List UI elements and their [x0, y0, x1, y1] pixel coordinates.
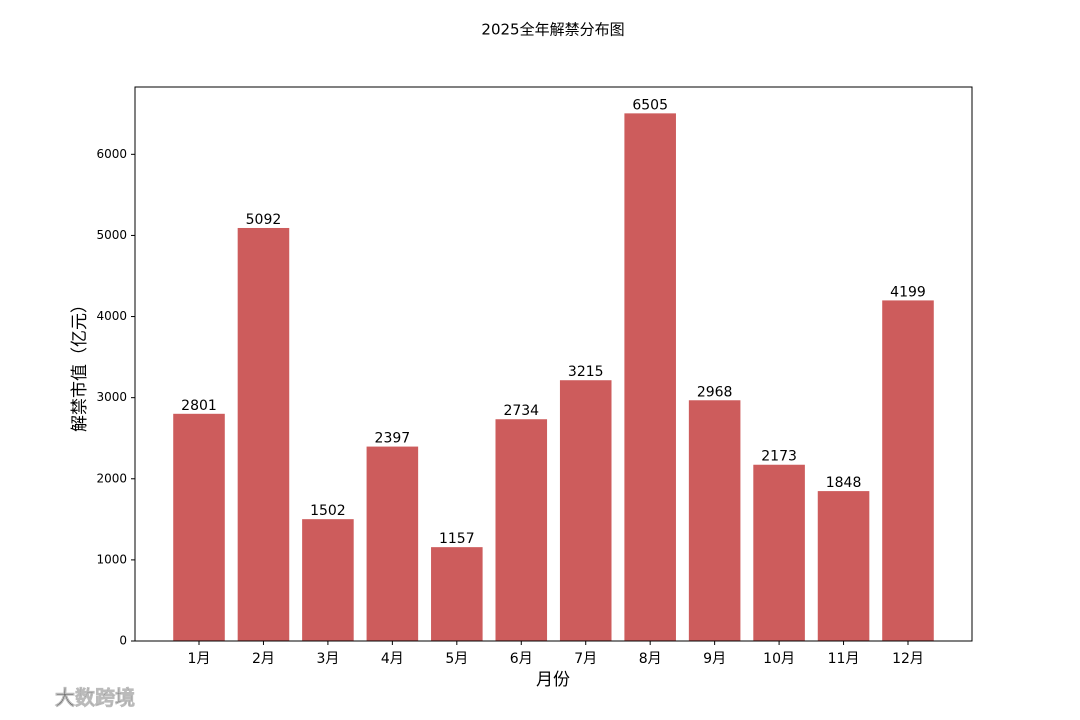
x-tick-label: 12月 — [892, 651, 924, 667]
x-tick-label: 10月 — [763, 651, 795, 667]
bar — [495, 419, 548, 641]
chart-title: 2025全年解禁分布图 — [481, 21, 624, 39]
value-label: 1502 — [310, 503, 346, 519]
bar — [431, 547, 483, 641]
bar — [302, 519, 354, 641]
value-label: 2801 — [181, 398, 217, 414]
watermark: 大数跨境 — [55, 686, 135, 710]
value-label: 6505 — [632, 97, 668, 113]
bar — [173, 413, 225, 641]
y-tick-label: 1000 — [96, 552, 127, 566]
value-label: 3215 — [568, 364, 604, 380]
y-tick-label: 6000 — [96, 147, 127, 161]
bar — [366, 446, 419, 641]
y-tick-label: 2000 — [96, 471, 127, 485]
bar — [753, 464, 805, 641]
value-label: 2397 — [375, 431, 411, 447]
bar — [624, 113, 676, 642]
bar — [559, 380, 612, 641]
x-tick-label: 11月 — [828, 651, 860, 667]
x-tick-label: 6月 — [510, 651, 533, 667]
bar — [882, 300, 934, 641]
bar — [688, 400, 741, 641]
y-axis-label: 解禁市值（亿元） — [70, 296, 90, 432]
value-label: 1848 — [826, 475, 862, 491]
value-label: 5092 — [246, 212, 282, 228]
x-axis-label: 月份 — [536, 670, 570, 690]
bar — [817, 491, 870, 641]
x-tick-label: 9月 — [703, 651, 726, 667]
value-label: 2173 — [761, 449, 797, 465]
value-label: 1157 — [439, 531, 475, 547]
value-label: 2968 — [697, 384, 733, 400]
y-tick-label: 0 — [119, 634, 127, 648]
x-tick-label: 5月 — [445, 651, 468, 667]
y-tick-label: 5000 — [96, 228, 127, 242]
plot-frame — [134, 86, 973, 642]
x-tick-label: 7月 — [574, 651, 597, 667]
y-tick-label: 3000 — [96, 390, 127, 404]
x-tick-label: 4月 — [381, 651, 404, 667]
x-tick-label: 8月 — [639, 651, 662, 667]
x-tick-label: 3月 — [316, 651, 339, 667]
value-label: 4199 — [890, 284, 926, 300]
x-tick-label: 2月 — [252, 651, 275, 667]
value-label: 2734 — [503, 403, 539, 419]
y-tick-label: 4000 — [96, 309, 127, 323]
bar — [237, 227, 290, 641]
x-tick-label: 1月 — [188, 651, 211, 667]
